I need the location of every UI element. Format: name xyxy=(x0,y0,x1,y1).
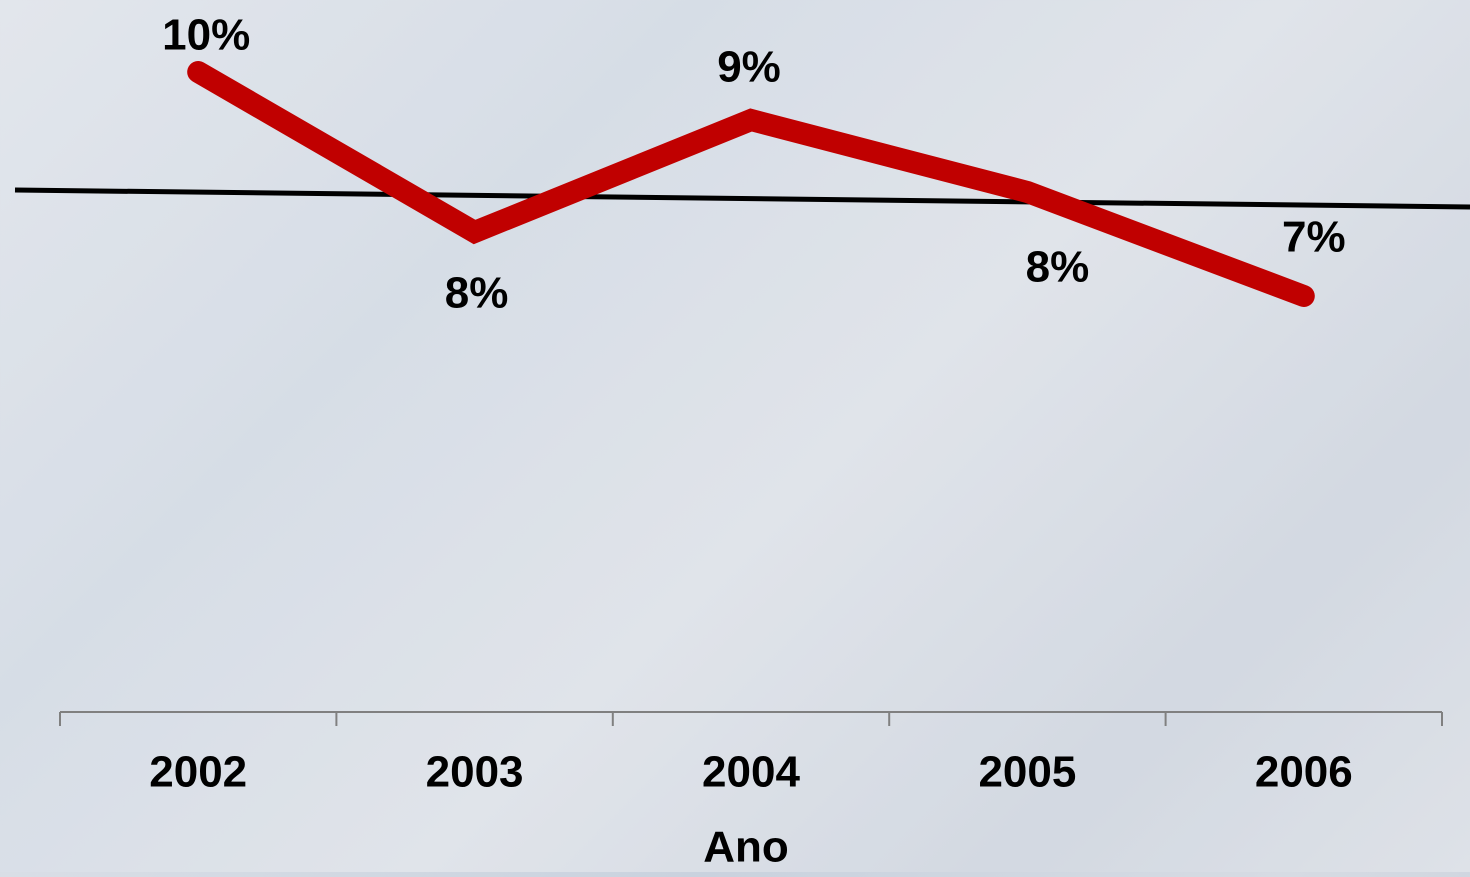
data-label: 8% xyxy=(1026,243,1090,292)
x-tick-label: 2002 xyxy=(149,748,247,797)
x-axis-title: Ano xyxy=(703,823,789,872)
x-tick-label: 2005 xyxy=(978,748,1076,797)
data-label: 10% xyxy=(162,11,250,60)
trend-line xyxy=(14,187,1470,210)
data-label: 7% xyxy=(1282,213,1346,262)
x-tick-label: 2006 xyxy=(1255,748,1353,797)
data-label: 8% xyxy=(445,269,509,318)
data-label: 9% xyxy=(717,43,781,92)
x-tick-label: 2004 xyxy=(702,748,800,797)
x-tick-label: 2003 xyxy=(426,748,524,797)
data-line xyxy=(187,61,1315,307)
